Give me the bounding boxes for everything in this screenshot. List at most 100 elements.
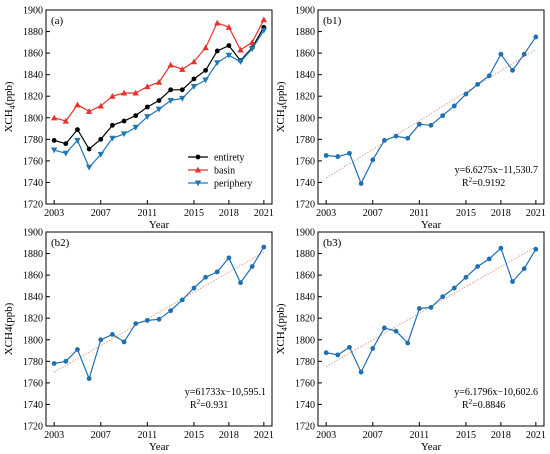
regression-equation: y=6.6275x−11,530.7 (455, 165, 538, 176)
y-tick-label: 1840 (295, 292, 315, 303)
data-point-6 (121, 339, 127, 345)
y-tick-label: 1820 (295, 92, 315, 103)
data-point-6 (120, 89, 128, 96)
data-point-legend (194, 180, 202, 187)
data-point-12 (190, 83, 198, 90)
series-periphery (50, 27, 268, 171)
data-point-8 (416, 306, 422, 311)
series-line (326, 36, 537, 185)
data-point-14 (214, 48, 220, 54)
data-point-16 (237, 59, 244, 65)
r-squared-value: =0.8846 (472, 400, 505, 411)
x-tick-label: 2007 (91, 430, 111, 441)
data-point-17 (521, 51, 527, 57)
data-point-0 (323, 350, 329, 356)
y-tick-label: 1800 (23, 113, 43, 124)
r-squared-prefix: R (462, 400, 469, 411)
data-point-2 (347, 344, 352, 350)
series-line-1 (51, 244, 267, 381)
x-tick-label: 2018 (219, 430, 239, 441)
data-point-3 (85, 108, 93, 114)
data-point-13 (475, 264, 480, 269)
legend-label: basin (214, 166, 235, 177)
series-line (54, 19, 265, 122)
x-tick-label: 2011 (410, 208, 430, 219)
data-point-7 (132, 124, 139, 131)
data-point-9 (156, 98, 162, 103)
x-tick-label: 2003 (316, 430, 336, 441)
data-point-0 (323, 153, 329, 158)
plot-frame (317, 231, 545, 427)
x-axis-label: Year (149, 219, 170, 231)
data-point-15 (225, 24, 233, 30)
y-tick-label: 1900 (295, 6, 315, 17)
legend-item-entirety: entirety (188, 153, 245, 164)
r-squared-prefix: R (190, 400, 197, 411)
data-point-2 (347, 150, 352, 156)
x-tick-label: 2015 (184, 208, 204, 219)
panel-label: (b3) (323, 237, 342, 249)
data-point-9 (155, 106, 163, 113)
r-squared-label: R2=0.8846 (462, 398, 505, 411)
series-line (54, 26, 265, 150)
series-line-1 (323, 245, 539, 375)
data-point-0 (50, 147, 58, 154)
y-axis-label: XCH4(ppb) (3, 302, 15, 355)
data-point-2 (74, 101, 81, 108)
x-tick-label: 2007 (363, 430, 383, 441)
data-point-10 (168, 87, 174, 93)
data-point-14 (486, 73, 492, 79)
trend-line (325, 48, 537, 179)
trend-line (53, 251, 265, 373)
data-point-8 (144, 83, 151, 90)
data-point-15 (498, 245, 504, 251)
data-point-12 (463, 274, 469, 280)
data-point-11 (179, 95, 186, 102)
series-basin (50, 16, 268, 124)
data-point-5 (382, 138, 387, 143)
y-tick-label: 1860 (23, 271, 43, 282)
data-point-16 (238, 280, 243, 286)
legend-label: entirety (214, 153, 245, 164)
data-point-15 (498, 51, 504, 57)
data-point-1 (62, 150, 70, 157)
y-axis-label: XCH4(ppb) (275, 303, 289, 354)
data-point-16 (510, 67, 515, 73)
y-tick-label: 1840 (23, 70, 43, 81)
r-squared-value: =0.9192 (472, 178, 505, 189)
r-squared-label: R2=0.931 (190, 398, 228, 411)
y-axis-label-main: XCH (275, 331, 287, 354)
y-tick-label: 1720 (23, 422, 43, 433)
y-tick-label: 1900 (23, 228, 43, 239)
panel-label: (b2) (51, 237, 70, 249)
data-point-2 (75, 347, 80, 352)
data-point-15 (225, 52, 233, 59)
series-line-1 (323, 34, 539, 186)
x-tick-label: 2003 (44, 430, 64, 441)
x-tick-label: 2021 (254, 208, 274, 219)
data-point-16 (237, 46, 244, 53)
data-point-7 (132, 89, 139, 96)
y-tick-label: 1820 (23, 314, 43, 325)
y-tick-label: 1760 (295, 156, 315, 167)
y-tick-label: 1780 (23, 357, 43, 368)
x-axis-label: Year (149, 441, 170, 453)
x-tick-label: 2011 (138, 430, 158, 441)
data-point-17 (249, 264, 255, 269)
x-tick-label: 2007 (363, 208, 383, 219)
data-point-4 (97, 151, 104, 158)
y-axis-label-subscript: 4 (280, 327, 289, 331)
data-point-6 (120, 131, 128, 138)
y-tick-label: 1860 (295, 271, 315, 282)
y-tick-label: 1780 (295, 357, 315, 368)
data-point-3 (85, 164, 93, 171)
regression-equation: y=6.1796x−10,602.6 (454, 387, 538, 398)
data-point-18 (533, 34, 539, 40)
data-point-8 (144, 104, 150, 110)
y-tick-label: 1900 (23, 6, 43, 17)
regression-equation: y=61733x−10,595.1 (185, 387, 266, 398)
legend-label: periphery (214, 179, 252, 190)
r-squared-label: R2=0.9192 (462, 176, 505, 189)
x-axis-label: Year (421, 441, 442, 453)
y-tick-label: 1800 (295, 113, 315, 124)
